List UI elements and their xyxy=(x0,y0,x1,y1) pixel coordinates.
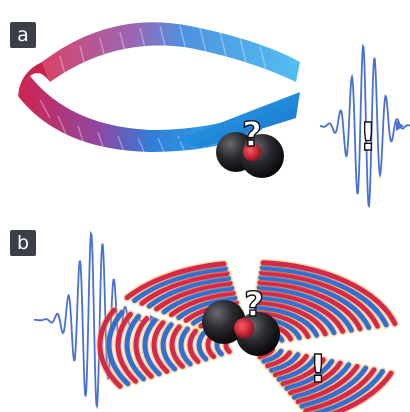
question-mark-a: ? xyxy=(242,115,262,155)
scattered-wave-arc xyxy=(154,280,233,312)
panel-a: ? ! xyxy=(18,22,410,209)
question-mark-b: ? xyxy=(244,285,264,325)
scattered-wave-arc xyxy=(259,265,389,328)
scattered-wave-arc xyxy=(133,316,154,379)
exclamation-mark-b: ! xyxy=(309,347,326,391)
scattered-wave-arc xyxy=(168,290,236,318)
scattered-wave-arc xyxy=(106,309,131,387)
scattered-wave-arc xyxy=(312,369,385,412)
scattered-wave-arc xyxy=(196,330,209,362)
scattered-wave-arc xyxy=(253,304,320,338)
scattered-wave-arc xyxy=(260,260,398,327)
scattered-wave-arc xyxy=(176,295,238,321)
scattered-wave-arc xyxy=(139,271,230,306)
scattered-wave-arc xyxy=(269,352,301,373)
scattered-wave-arc xyxy=(115,311,139,384)
scattered-wave-arc xyxy=(261,348,284,364)
exclamation-mark-a: ! xyxy=(359,115,376,159)
scattered-wave-arc xyxy=(330,370,394,412)
ribbon-fold-left xyxy=(18,62,50,96)
scattered-wave-arc xyxy=(124,313,146,382)
scattered-wave-arc xyxy=(254,299,328,337)
scattered-wave-arc xyxy=(295,363,360,405)
scattered-wave-arc xyxy=(256,285,354,333)
scattered-wave-arc xyxy=(272,353,309,378)
blue-sheet xyxy=(176,92,300,148)
scattered-wave-arc xyxy=(257,280,363,332)
scattered-wave-arc xyxy=(187,328,201,364)
scattered-wave-arc xyxy=(160,322,178,372)
scattered-wave-arc xyxy=(288,360,343,396)
scattered-wave-arc xyxy=(132,266,228,303)
scattered-wave-arc xyxy=(299,365,369,409)
scattered-wave-arc xyxy=(284,358,335,391)
scattered-wave-arc xyxy=(124,261,227,301)
scattered-wave-arc xyxy=(142,318,162,377)
scattered-wave-arc xyxy=(291,362,352,400)
scattered-wave-arc xyxy=(146,275,232,309)
scattered-wave-arc xyxy=(161,285,235,315)
panel-label-a: a xyxy=(10,22,36,48)
molecule-a xyxy=(216,132,284,178)
ribbon-back xyxy=(42,22,300,82)
scattered-wave-arc xyxy=(280,357,326,387)
scattered-wave-arc xyxy=(255,294,337,336)
molecule-b xyxy=(202,300,280,356)
scattered-wave-arc xyxy=(97,307,123,389)
scattered-wave-arc xyxy=(178,326,193,367)
scattered-wave-arc xyxy=(303,367,377,412)
panel-label-b: b xyxy=(10,230,36,256)
scattered-wave-arc xyxy=(258,275,372,330)
scattered-wave-arc xyxy=(255,289,346,334)
wave-packet-a xyxy=(319,43,410,209)
scattered-wave-arc xyxy=(151,320,170,374)
scattered-wave-arc xyxy=(259,270,380,329)
panel-b: ? ! xyxy=(34,230,399,412)
scattered-wave-arc xyxy=(265,350,292,369)
scattered-wave-arc xyxy=(169,324,185,369)
scattered-wave-arc xyxy=(276,355,318,382)
